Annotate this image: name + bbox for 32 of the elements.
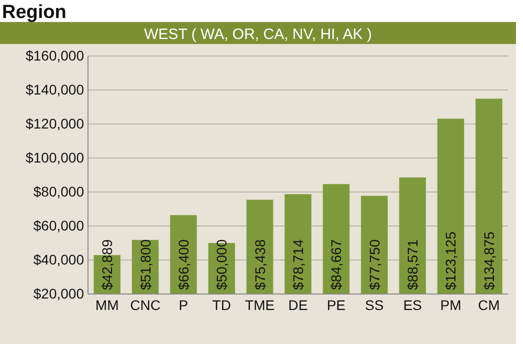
chart-subtitle: WEST ( WA, OR, CA, NV, HI, AK ) (144, 26, 372, 43)
data-label: $84,667 (328, 239, 344, 290)
y-tick-label: $60,000 (33, 217, 84, 234)
x-tick-label: PM (440, 296, 462, 313)
x-tick-label: TME (245, 296, 275, 313)
y-tick-label: $80,000 (33, 183, 84, 200)
data-label: $77,750 (366, 239, 382, 290)
data-label: $66,400 (175, 239, 192, 290)
x-tick-label: SS (365, 296, 384, 313)
y-tick-label: $140,000 (26, 81, 84, 98)
data-label: $75,438 (252, 239, 268, 290)
x-tick-label: P (178, 296, 188, 313)
x-tick-label: ES (403, 296, 422, 313)
x-tick-label: CNC (130, 296, 160, 313)
y-tick-label: $40,000 (33, 251, 84, 268)
x-tick-label: DE (288, 296, 308, 313)
y-tick-label: $160,000 (26, 47, 84, 64)
x-tick-label: CM (478, 296, 500, 313)
y-tick-label: $120,000 (26, 115, 84, 132)
y-tick-label: $20,000 (33, 285, 84, 302)
x-tick-label: MM (95, 296, 119, 313)
x-tick-label: PE (326, 296, 346, 313)
data-label: $42,889 (99, 239, 116, 290)
data-label: $78,714 (290, 239, 306, 290)
data-label: $88,571 (404, 239, 421, 290)
data-label: $123,125 (442, 231, 459, 290)
y-tick-label: $100,000 (26, 149, 84, 166)
chart-title: Region (2, 2, 66, 23)
data-label: $51,800 (137, 239, 154, 290)
data-label: $50,000 (214, 239, 230, 290)
data-label: $134,875 (480, 231, 497, 290)
x-tick-label: TD (212, 296, 231, 313)
